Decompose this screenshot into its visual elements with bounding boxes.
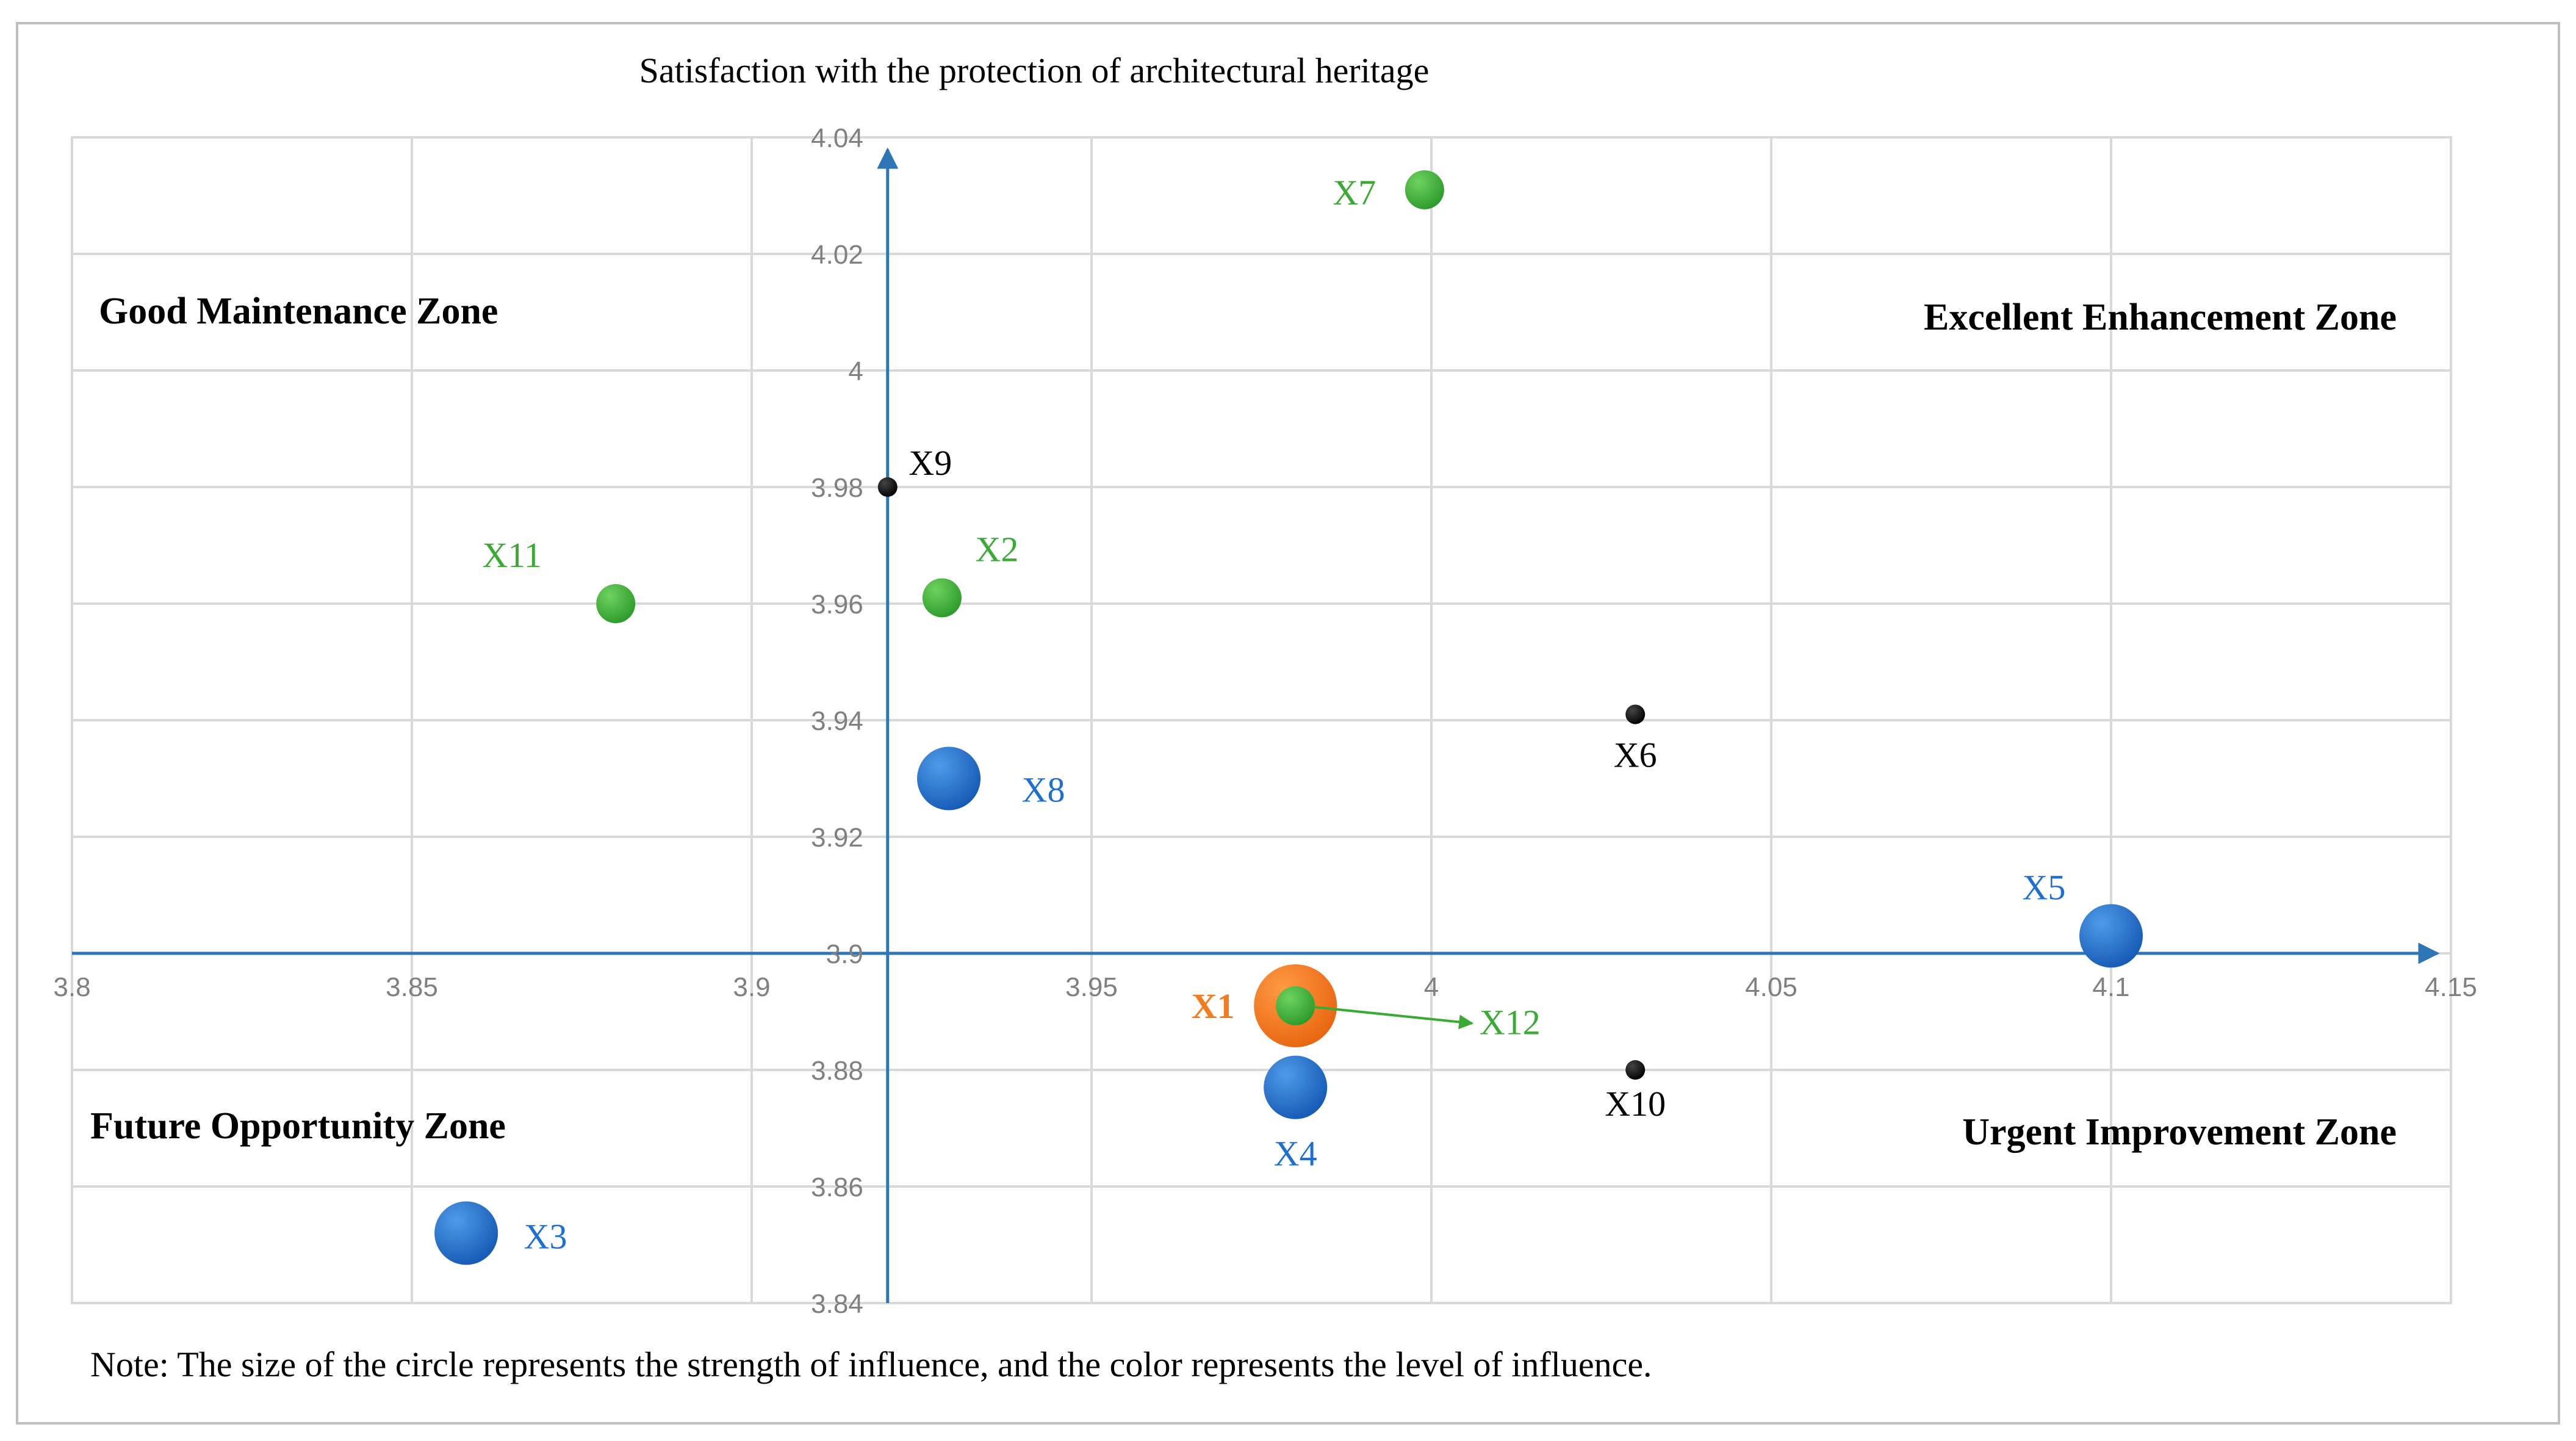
point-label-x11: X11	[482, 535, 542, 575]
x-tick-label: 4.05	[1745, 972, 1797, 1002]
point-x5	[2079, 904, 2143, 968]
point-label-x6: X6	[1614, 735, 1657, 775]
point-x7	[1405, 170, 1444, 209]
y-tick-label: 3.92	[811, 823, 863, 853]
x-tick-label: 3.9	[733, 972, 770, 1002]
point-label-x1: X1	[1192, 986, 1235, 1026]
label-layer: X1 X12 X2 X3 X4 X5 X6 X7 X8 X9 X10 X11	[482, 173, 2065, 1256]
point-x4	[1264, 1055, 1328, 1119]
zone-label-top-right: Excellent Enhancement Zone	[1924, 297, 2397, 338]
y-tick-label: 3.86	[811, 1172, 863, 1202]
chart-note: Note: The size of the circle represents …	[90, 1345, 1652, 1384]
axis-layer	[72, 147, 2440, 1303]
outer-border	[16, 22, 2560, 1425]
point-x3	[434, 1201, 498, 1265]
y-tick-label: 3.96	[811, 590, 863, 619]
y-tick-label: 3.98	[811, 473, 863, 503]
y-tick-label: 3.94	[811, 706, 863, 736]
zone-label-top-left: Good Maintenance Zone	[99, 291, 498, 332]
point-label-x2: X2	[975, 529, 1018, 569]
point-label-x3: X3	[524, 1216, 567, 1256]
point-label-x5: X5	[2023, 867, 2066, 907]
point-label-x12: X12	[1480, 1003, 1541, 1042]
point-x12	[1276, 986, 1315, 1025]
y-tick-label: 4	[848, 356, 863, 386]
point-x6	[1625, 704, 1646, 724]
point-label-x8: X8	[1022, 770, 1065, 810]
y-tick-label: 4.04	[811, 123, 863, 153]
x-tick-label: 3.95	[1065, 972, 1118, 1002]
x-tick-label: 4	[1424, 972, 1439, 1002]
point-label-x10: X10	[1605, 1084, 1666, 1124]
zone-label-bottom-left: Future Opportunity Zone	[90, 1105, 506, 1147]
point-label-x9: X9	[908, 443, 952, 483]
chart-title: Satisfaction with the protection of arch…	[639, 51, 1430, 90]
x-tick-label: 4.15	[2425, 972, 2477, 1002]
x-tick-label: 3.8	[53, 972, 90, 1002]
arrow-x12	[1313, 1005, 1474, 1030]
x-tick-label: 4.1	[2092, 972, 2129, 1002]
x-tick-label: 3.85	[386, 972, 438, 1002]
point-x2	[922, 578, 962, 618]
y-tick-label: 3.84	[811, 1289, 863, 1319]
tick-layer: 3.8 3.85 3.9 3.95 4 4.05 4.1 4.15 3.84 3.86 3.88 3.…	[53, 123, 2477, 1319]
y-tick-label: 3.88	[811, 1056, 863, 1086]
y-tick-label: 4.02	[811, 240, 863, 270]
point-x9	[877, 477, 898, 497]
point-x10	[1625, 1060, 1646, 1080]
point-layer	[434, 170, 2143, 1265]
point-label-x7: X7	[1333, 173, 1376, 212]
point-x8	[917, 746, 981, 811]
y-tick-label: 3.9	[826, 939, 863, 969]
point-label-x4: X4	[1274, 1134, 1317, 1174]
zone-label-bottom-right: Urgent Improvement Zone	[1962, 1111, 2397, 1153]
point-x11	[596, 584, 636, 623]
